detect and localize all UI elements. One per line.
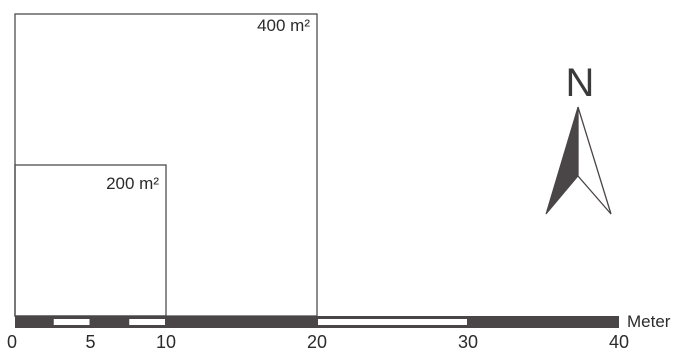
scale-bar-body (15, 316, 619, 328)
scale-tick-label: 10 (156, 332, 176, 352)
scale-bar: 0 5 10 20 30 40 Meter (7, 312, 671, 352)
north-arrow-icon (545, 106, 612, 215)
scale-tick-label: 20 (307, 332, 327, 352)
scale-tick-label: 40 (609, 332, 629, 352)
scale-bar-segments (15, 316, 619, 328)
scale-tick-label: 30 (458, 332, 478, 352)
plot-400-label: 400 m² (257, 16, 310, 35)
scale-tick-label: 5 (85, 332, 95, 352)
plots-layer: 400 m² 200 m² (14, 13, 318, 317)
plot-200-label: 200 m² (106, 174, 159, 193)
scale-bar-light-segment (53, 319, 90, 325)
scale-bar-tick-labels: 0 5 10 20 30 40 (7, 332, 629, 352)
scale-bar-light-segment (129, 319, 165, 325)
scale-bar-light-segment (318, 319, 467, 325)
north-arrow-dark-half (545, 106, 579, 215)
scale-tick-label: 0 (7, 332, 17, 352)
north-arrow: N (545, 61, 612, 215)
north-arrow-light-half (577, 106, 612, 215)
north-letter: N (566, 61, 595, 105)
scale-unit-label: Meter (627, 312, 671, 331)
